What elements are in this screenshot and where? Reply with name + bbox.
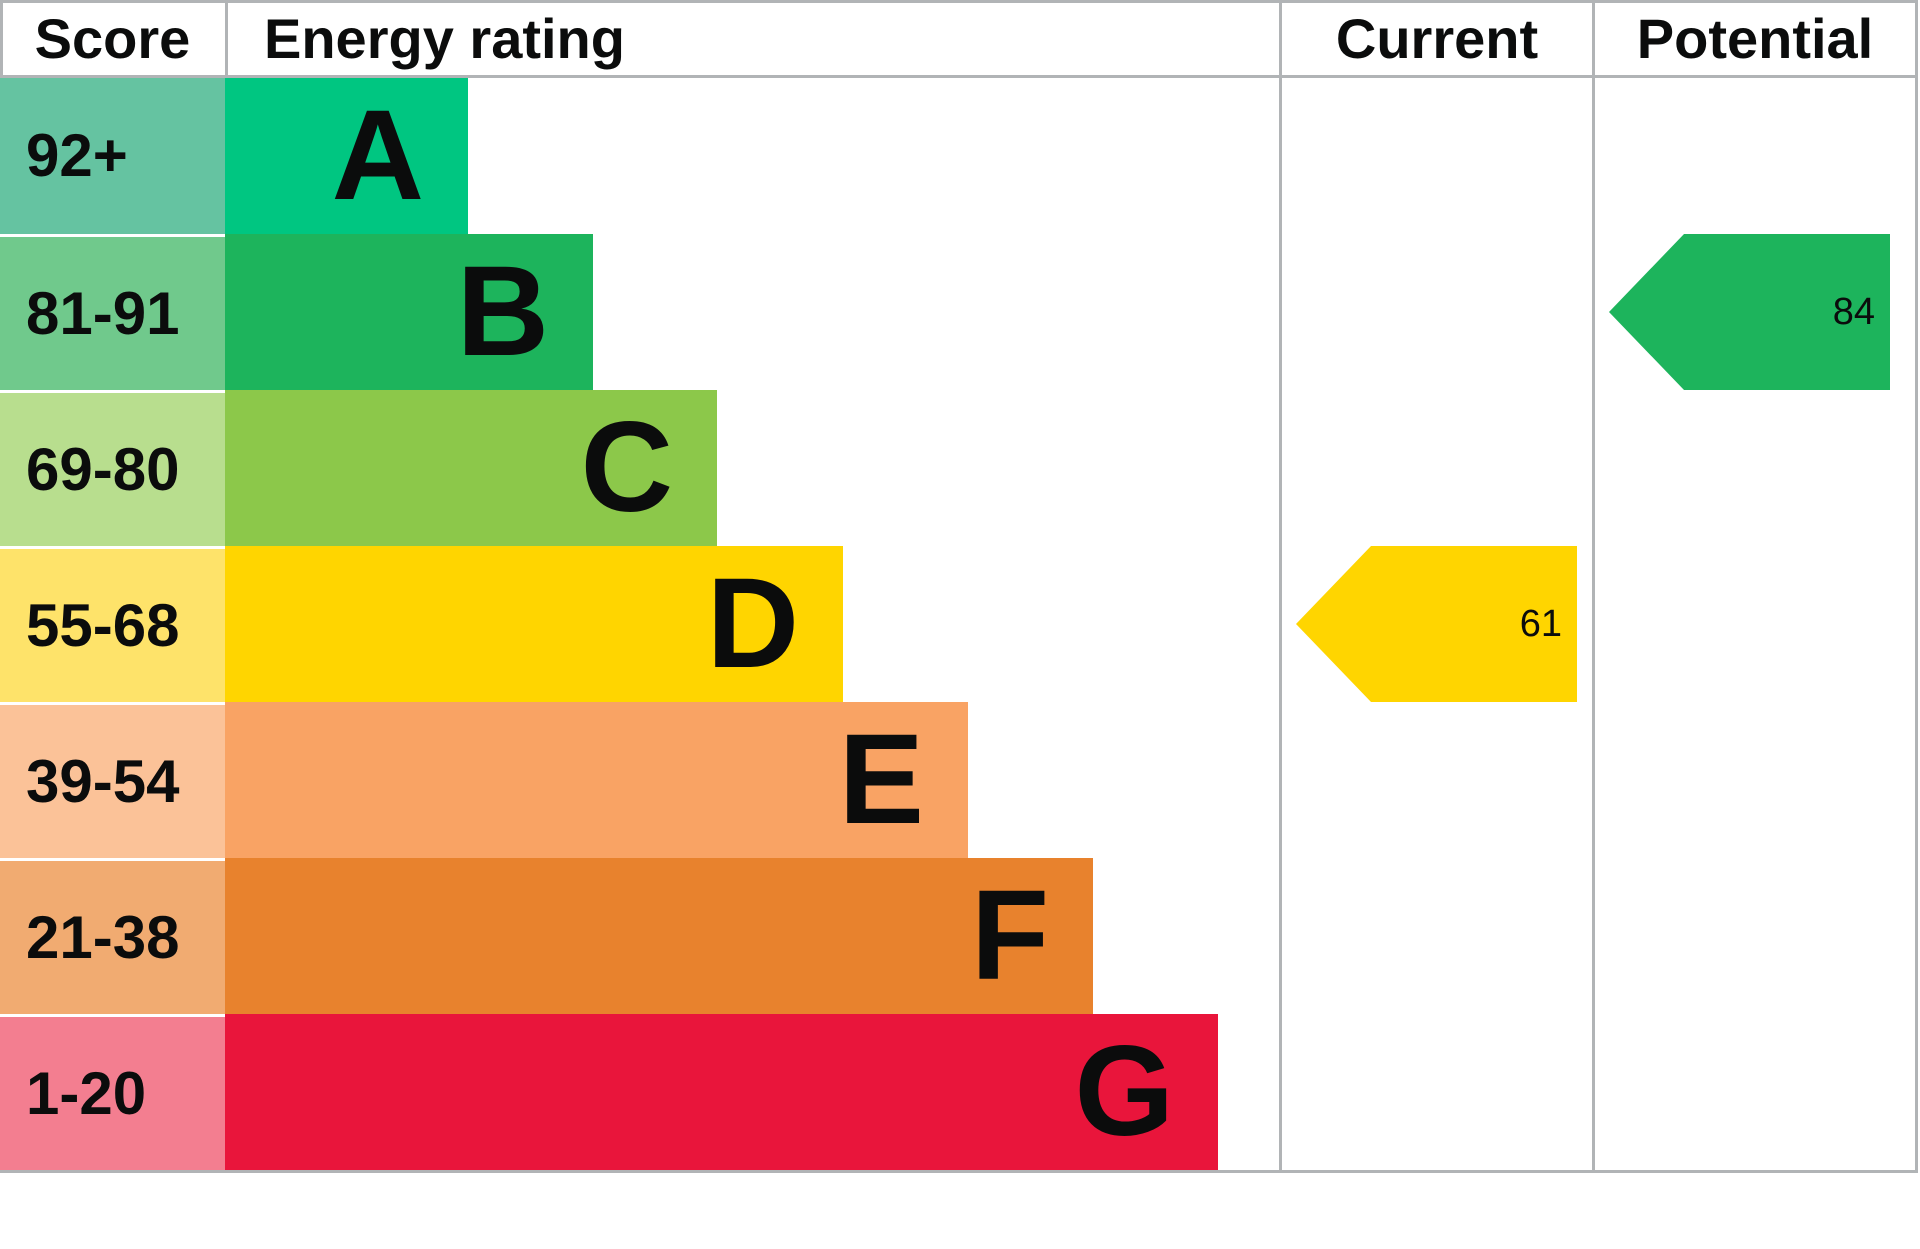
band-score-range: 69-80 <box>0 390 225 546</box>
rating-band-row: 69-80 C <box>0 390 1918 546</box>
band-bar: G <box>225 1014 1218 1170</box>
band-bar: D <box>225 546 843 702</box>
band-bar: E <box>225 702 968 858</box>
band-letter: B <box>456 240 549 383</box>
band-bar: A <box>225 78 468 234</box>
score-column-divider <box>225 0 228 78</box>
band-bar: F <box>225 858 1093 1014</box>
potential-column-header: Potential <box>1636 7 1874 70</box>
chart-right-border <box>1915 0 1918 1170</box>
band-letter: E <box>838 708 924 851</box>
rating-band-row: 39-54 E <box>0 702 1918 858</box>
current-column-divider <box>1279 0 1282 1170</box>
chart-bottom-border <box>0 1170 1918 1173</box>
band-letter: G <box>1074 1020 1174 1163</box>
band-score-range: 92+ <box>0 78 225 234</box>
header-left-border <box>0 0 3 78</box>
potential-column-divider <box>1592 0 1595 1170</box>
energy-rating-column-header: Energy rating <box>264 7 625 70</box>
rating-band-row: 81-91 B <box>0 234 1918 390</box>
rating-band-rows: 92+ A 81-91 B 69-80 C 55-68 D 39-54 <box>0 78 1918 1170</box>
current-column-header: Current <box>1335 7 1539 70</box>
band-bar: C <box>225 390 717 546</box>
band-score-range: 55-68 <box>0 546 225 702</box>
rating-band-row: 1-20 G <box>0 1014 1918 1170</box>
score-column-header: Score <box>34 7 191 70</box>
rating-band-row: 92+ A <box>0 78 1918 234</box>
header-bottom-border <box>0 75 1918 78</box>
band-score-range: 39-54 <box>0 702 225 858</box>
chart-top-border <box>0 0 1918 3</box>
potential-rating-value: 84 <box>1832 291 1875 333</box>
band-bar: B <box>225 234 593 390</box>
rating-band-row: 55-68 D <box>0 546 1918 702</box>
current-rating-value: 61 <box>1519 603 1562 645</box>
band-letter: A <box>331 84 424 227</box>
band-letter: D <box>706 552 799 695</box>
band-letter: F <box>970 864 1049 1007</box>
band-letter: C <box>580 396 673 539</box>
band-score-range: 21-38 <box>0 858 225 1014</box>
rating-band-row: 21-38 F <box>0 858 1918 1014</box>
band-score-range: 81-91 <box>0 234 225 390</box>
band-score-range: 1-20 <box>0 1014 225 1170</box>
